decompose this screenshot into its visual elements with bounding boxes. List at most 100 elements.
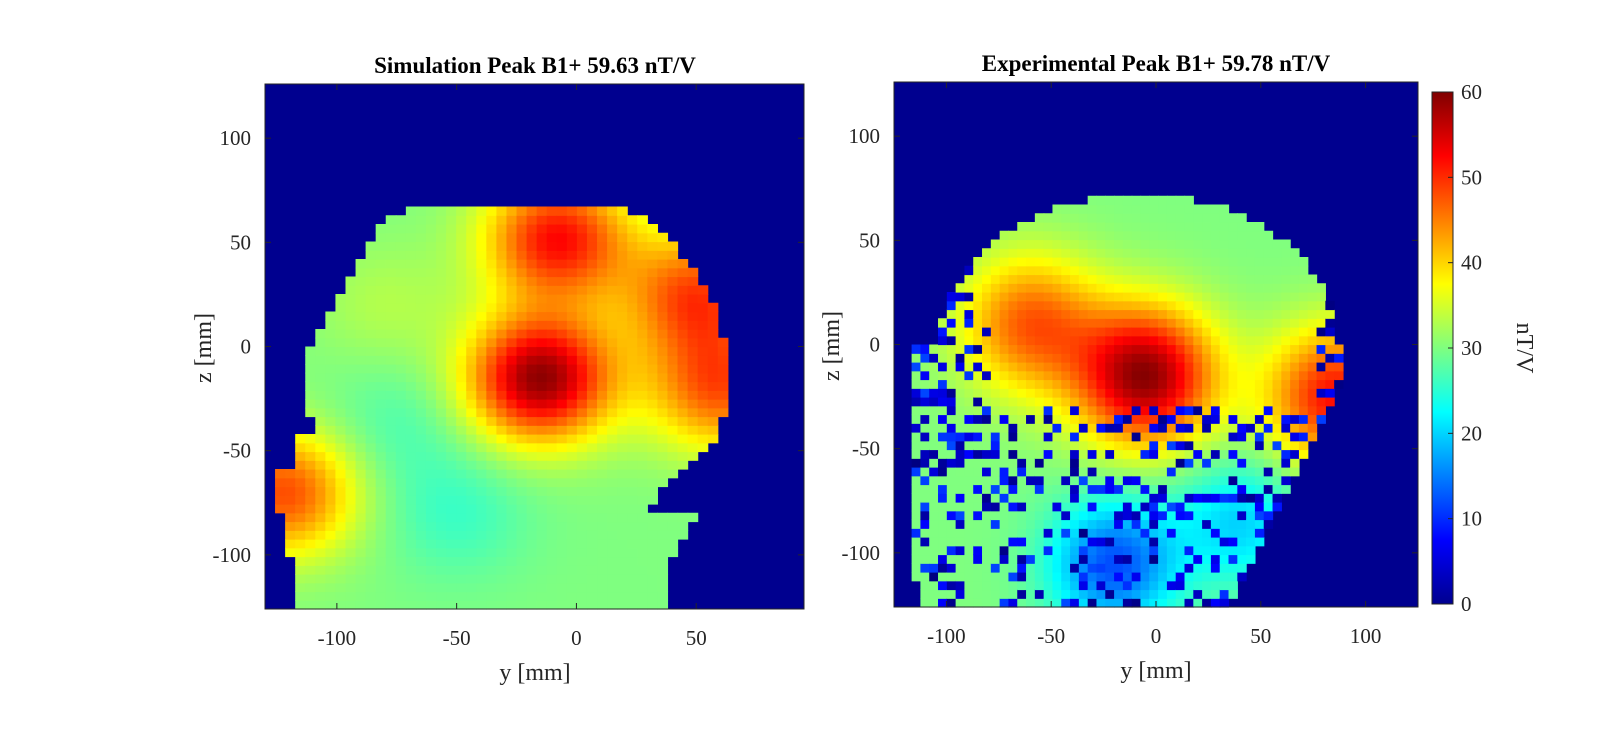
heatmap-cell — [1052, 440, 1062, 451]
heatmap-cell — [385, 504, 397, 514]
heatmap-cell — [627, 364, 638, 374]
heatmap-cell — [1070, 502, 1080, 512]
heatmap-cell — [476, 425, 487, 435]
heatmap-cell — [325, 600, 337, 610]
heatmap-cell — [1263, 257, 1274, 267]
heatmap-cell — [395, 399, 407, 409]
heatmap-cell — [315, 600, 326, 610]
heatmap-cell — [1228, 414, 1238, 424]
heatmap-cell — [1131, 405, 1142, 416]
heatmap-cell — [335, 582, 347, 593]
heatmap-cell — [1263, 300, 1274, 311]
heatmap-cell — [667, 250, 679, 260]
heatmap-cell — [1096, 327, 1106, 337]
heatmap-cell — [536, 407, 548, 418]
heatmap-cell — [1219, 397, 1230, 407]
heatmap-cell — [1149, 239, 1159, 249]
heatmap-cell — [1052, 283, 1062, 293]
heatmap-cell — [667, 390, 679, 400]
heatmap-cell — [536, 372, 548, 383]
heatmap-cell — [627, 539, 638, 549]
heatmap-cell — [295, 469, 306, 479]
heatmap-cell — [325, 512, 337, 523]
heatmap-cell — [607, 600, 618, 610]
heatmap-cell — [1254, 528, 1265, 538]
heatmap-cell — [1254, 397, 1265, 407]
heatmap-cell — [1246, 432, 1256, 442]
heatmap-cell — [345, 302, 357, 313]
heatmap-cell — [999, 545, 1010, 556]
heatmap-cell — [1131, 449, 1142, 459]
heatmap-cell — [1263, 484, 1274, 494]
heatmap-cell — [355, 512, 367, 523]
heatmap-cell — [486, 267, 498, 278]
heatmap-cell — [506, 486, 518, 496]
heatmap-cell — [667, 302, 679, 313]
heatmap-cell — [1114, 379, 1124, 389]
heatmap-cell — [647, 469, 658, 479]
heatmap-cell — [1096, 335, 1106, 346]
heatmap-cell — [1105, 309, 1115, 319]
heatmap-cell — [295, 477, 306, 488]
heatmap-cell — [506, 372, 518, 383]
heatmap-cell — [476, 372, 487, 383]
heatmap-cell — [982, 537, 992, 547]
heatmap-cell — [647, 302, 658, 313]
heatmap-cell — [446, 399, 457, 409]
heatmap-cell — [1087, 257, 1098, 267]
heatmap-cell — [1070, 414, 1080, 424]
heatmap-cell — [395, 460, 407, 470]
heatmap-cell — [647, 451, 658, 461]
heatmap-cell — [929, 554, 939, 564]
heatmap-cell — [576, 495, 588, 505]
heatmap-cell — [1096, 598, 1106, 608]
heatmap-cell — [466, 495, 477, 505]
heatmap-cell — [1096, 502, 1106, 512]
heatmap-cell — [345, 416, 357, 426]
heatmap-cell — [1237, 554, 1247, 564]
heatmap-cell — [647, 556, 658, 566]
colorbar-tick-label: 50 — [1461, 165, 1482, 189]
heatmap-cell — [637, 311, 648, 321]
heatmap-cell — [586, 302, 598, 313]
heatmap-cell — [617, 530, 628, 540]
heatmap-cell — [526, 600, 538, 610]
heatmap-cell — [1237, 475, 1247, 486]
heatmap-cell — [1158, 484, 1168, 494]
heatmap-cell — [1034, 528, 1045, 538]
heatmap-cell — [405, 302, 417, 313]
heatmap-cell — [667, 329, 679, 339]
heatmap-cell — [466, 434, 477, 444]
heatmap-cell — [1184, 510, 1194, 521]
heatmap-cell — [1043, 519, 1054, 529]
heatmap-cell — [617, 250, 628, 260]
heatmap-cell — [496, 477, 508, 488]
heatmap-cell — [556, 381, 568, 391]
heatmap-cell — [1149, 257, 1159, 267]
heatmap-cell — [516, 285, 528, 295]
heatmap-cell — [1140, 335, 1150, 346]
heatmap-cell — [1298, 274, 1309, 284]
heatmap-cell — [667, 337, 679, 348]
x-tick-label: 100 — [1350, 624, 1382, 648]
heatmap-cell — [556, 556, 568, 566]
heatmap-cell — [1131, 195, 1142, 206]
heatmap-cell — [1193, 248, 1203, 258]
heatmap-cell — [446, 267, 457, 278]
heatmap-cell — [325, 574, 337, 584]
heatmap-cell — [667, 416, 679, 426]
heatmap-cell — [1052, 502, 1062, 512]
heatmap-cell — [486, 486, 498, 496]
heatmap-cell — [1149, 414, 1159, 424]
heatmap-cell — [1298, 405, 1309, 416]
heatmap-cell — [486, 364, 498, 374]
heatmap-cell — [425, 364, 437, 374]
heatmap-cell — [1114, 309, 1124, 319]
heatmap-cell — [355, 276, 367, 286]
heatmap-cell — [586, 600, 598, 610]
heatmap-cell — [1114, 353, 1124, 363]
heatmap-cell — [1246, 493, 1256, 503]
heatmap-cell — [1228, 432, 1238, 442]
heatmap-cell — [1184, 423, 1194, 433]
heatmap-cell — [355, 416, 367, 426]
